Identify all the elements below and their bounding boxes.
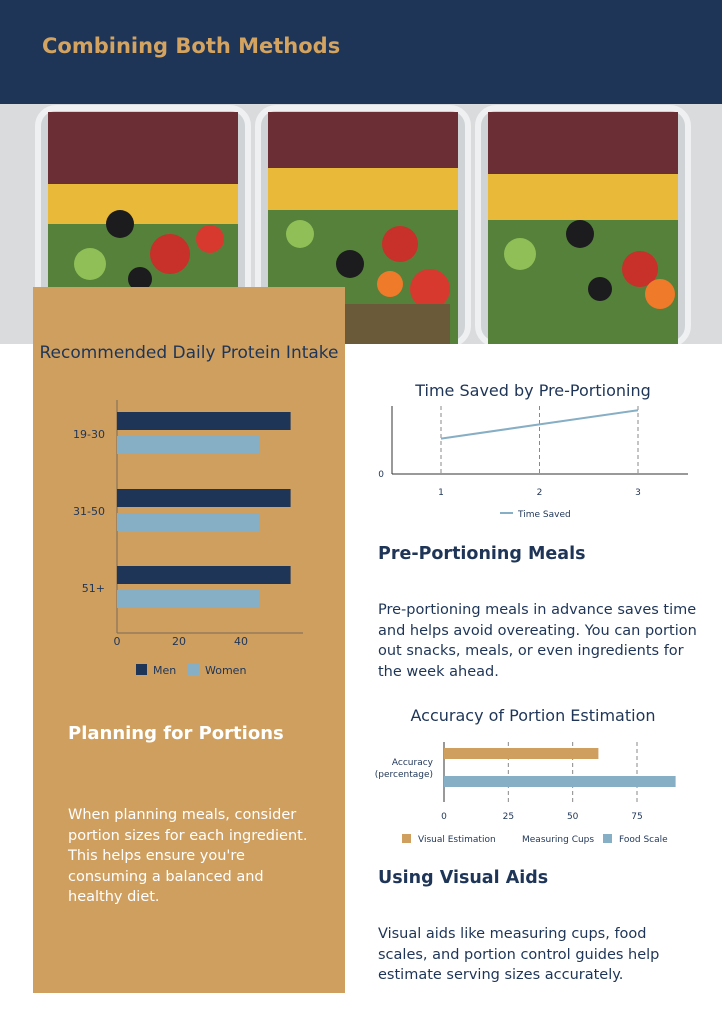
page-title: Combining Both Methods [42,34,341,58]
accuracy-legend-swatch [603,834,612,843]
accuracy-x-tick: 0 [441,812,447,822]
protein-bar [117,590,260,608]
protein-x-tick: 0 [114,635,121,648]
protein-bar [117,412,291,430]
pre-portioning-heading: Pre-Portioning Meals [378,544,586,564]
protein-bar [117,566,291,584]
accuracy-legend-label: Food Scale [619,835,668,845]
time-saved-chart: 1 2 3 0 Time Saved [378,406,688,520]
protein-legend-swatch [188,664,199,675]
meal-prep-photo [0,104,722,344]
protein-bar [117,489,291,507]
accuracy-category-label: Accuracy [392,758,434,768]
time-y-tick: 0 [378,470,384,480]
protein-legend-swatch [136,664,147,675]
accuracy-category-label: (percentage) [375,770,433,780]
visual-aids-heading: Using Visual Aids [378,868,549,888]
protein-chart-title: Recommended Daily Protein Intake [39,343,339,363]
accuracy-legend-label: Measuring Cups [522,835,594,845]
meal-prep-illustration [0,104,722,344]
protein-legend-label: Men [153,664,176,677]
protein-bar [117,513,260,531]
time-legend-label: Time Saved [517,510,571,520]
protein-intake-chart: 19-30 31-50 51+ 0 20 40 Men Women [73,400,303,677]
pre-portioning-body: Pre-portioning meals in advance saves ti… [378,602,697,680]
accuracy-chart: 0 25 50 75 Accuracy (percentage) Visual Estima… [375,742,676,845]
time-saved-chart-title: Time Saved by Pre-Portioning [415,381,651,400]
accuracy-bar [444,748,599,759]
time-series-line [440,409,639,440]
time-x-tick: 3 [635,488,641,498]
protein-legend-label: Women [205,664,246,677]
planning-panel: Recommended Daily Protein Intake Plannin… [33,287,345,993]
planning-body: When planning meals, consider portion si… [68,807,308,905]
protein-bar [117,436,260,454]
planning-heading: Planning for Portions [68,723,284,744]
visual-aids-body: Visual aids like measuring cups, food sc… [378,926,660,983]
protein-x-tick: 20 [172,635,186,648]
header-bar: Combining Both Methods [0,0,722,104]
time-x-tick: 2 [537,488,543,498]
accuracy-x-tick: 50 [567,812,579,822]
protein-x-tick: 40 [234,635,248,648]
accuracy-legend-swatch [402,834,411,843]
protein-category-label: 19-30 [73,428,105,441]
accuracy-legend-label: Visual Estimation [418,835,496,845]
accuracy-x-tick: 75 [631,812,642,822]
protein-category-label: 31-50 [73,505,105,518]
accuracy-chart-title: Accuracy of Portion Estimation [410,706,656,725]
accuracy-bar [444,776,676,787]
time-x-tick: 1 [438,488,444,498]
accuracy-x-tick: 25 [503,812,514,822]
protein-category-label: 51+ [82,582,105,595]
